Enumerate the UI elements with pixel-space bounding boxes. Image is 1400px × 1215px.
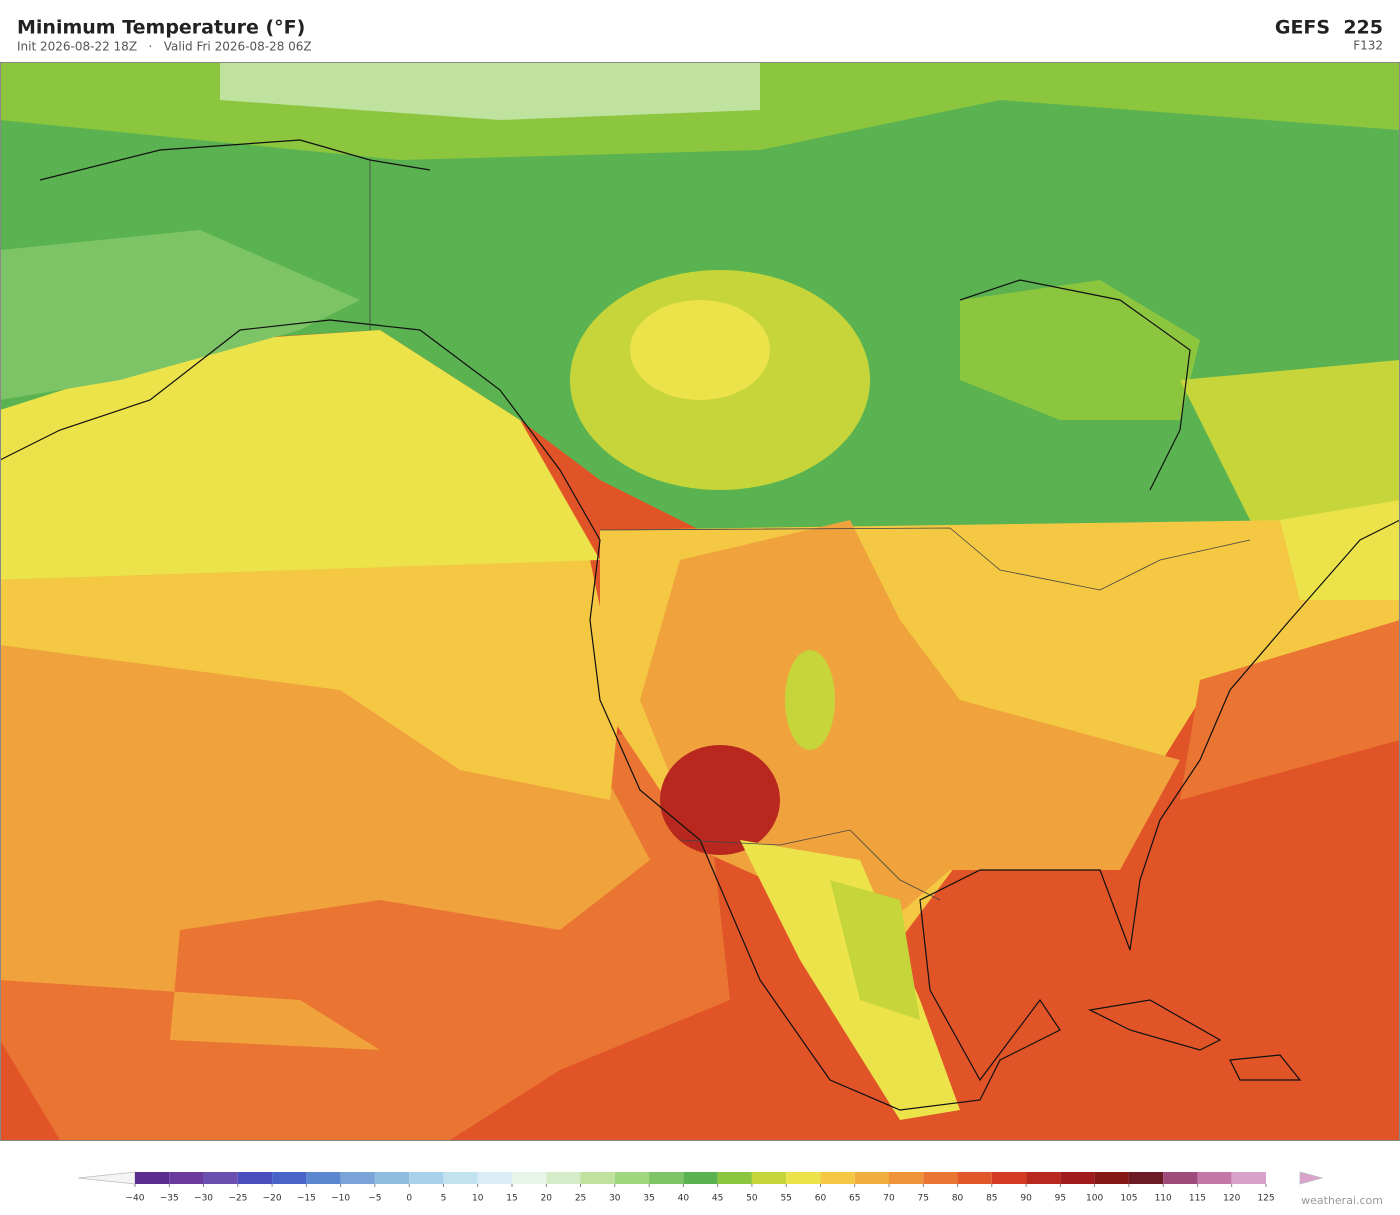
colorbar-swatch [340,1172,375,1184]
colorbar-tick-label: 60 [815,1194,827,1204]
field [0,560,620,800]
colorbar-tick-label: 10 [472,1194,484,1204]
colorbar-tick-label: 100 [1086,1194,1103,1204]
colorbar-swatch [546,1172,581,1184]
credit: weatherai.com [1301,1194,1383,1207]
colorbar-extend-high [1299,1171,1324,1185]
field [630,300,770,400]
borders [369,160,1251,901]
colorbar-swatch [1197,1172,1232,1184]
colorbar-tick-label: 40 [678,1194,690,1204]
colorbar-tick-label: 20 [541,1194,553,1204]
colorbar-tick-label: 105 [1120,1194,1137,1204]
field [785,650,835,750]
colorbar-tick-label: 90 [1020,1194,1032,1204]
colorbar-swatch [409,1172,444,1184]
field [640,520,1180,930]
colorbar-swatch [923,1172,958,1184]
colorbar-swatch [751,1172,787,1184]
field [660,745,780,855]
model: GEFS 225 [1275,17,1383,39]
colorbar-swatch [135,1172,170,1184]
colorbar-tick-label: 15 [506,1194,517,1204]
colorbar-tick-label: 35 [643,1194,654,1204]
colorbar-swatch [477,1172,512,1184]
field [220,62,760,120]
colorbar-swatch [580,1172,615,1184]
colorbar-tick-label: 25 [575,1194,586,1204]
colorbar-tick-label: −35 [160,1194,179,1204]
field [740,840,960,1120]
colorbar-swatch [957,1172,992,1184]
colorbar-tick-label: 50 [746,1194,758,1204]
colorbar-tick-label: 65 [849,1194,860,1204]
subtitle: Init 2026-08-22 18Z · Valid Fri 2026-08-… [17,40,312,54]
colorbar-tick-label: 75 [918,1194,929,1204]
colorbar-swatch [1094,1172,1129,1184]
colorbar-tick-label: 5 [441,1194,447,1204]
colorbar-tick-label: −20 [263,1194,282,1204]
colorbar-swatch [1128,1172,1164,1184]
colorbar-swatch [614,1172,650,1184]
colorbar-swatch [889,1172,924,1184]
colorbar-tick-label: −30 [194,1194,213,1204]
title: Minimum Temperature (°F) [17,17,305,39]
coastlines [0,139,1400,1111]
forecast-hour: F132 [1353,39,1383,53]
colorbar-tick-label: −15 [297,1194,316,1204]
colorbar-swatch [443,1172,478,1184]
colorbar-swatch [169,1172,204,1184]
colorbar-swatch [272,1172,307,1184]
colorbar-swatch [306,1172,341,1184]
map [0,62,1400,1141]
colorbar-tick-label: 85 [986,1194,997,1204]
field [0,330,600,580]
colorbar-swatch [1026,1172,1061,1184]
colorbar-swatch [1060,1172,1095,1184]
colorbar-tick-label: −10 [331,1194,350,1204]
colorbar-swatch [717,1172,752,1184]
colorbar-swatch [374,1172,410,1184]
colorbar-swatch [512,1172,547,1184]
colorbar-tick-label: 110 [1155,1194,1172,1204]
colorbar-swatch [991,1172,1027,1184]
colorbar-extend-low [77,1171,136,1185]
colorbar-swatch [1163,1172,1198,1184]
colorbar-swatch [820,1172,855,1184]
colorbar-tick-label: 45 [712,1194,723,1204]
colorbar-tick-label: 0 [406,1194,412,1204]
colorbar-swatch [649,1172,684,1184]
colorbar-tick-label: 115 [1189,1194,1206,1204]
field [0,230,360,400]
colorbar-swatch [1231,1172,1266,1184]
colorbar-swatch [683,1172,718,1184]
colorbar-tick-label: −40 [126,1194,145,1204]
colorbar-swatch [237,1172,273,1184]
colorbar-tick-label: 80 [952,1194,964,1204]
colorbar-tick-label: 55 [780,1194,791,1204]
field [830,880,920,1020]
field [1280,500,1400,600]
colorbar-swatch [854,1172,889,1184]
colorbar-tick-label: −25 [228,1194,247,1204]
field [1180,620,1400,800]
colorbar: −40 −35 −30 −25 −20 −15 −10 −5 0 5 10 15 20 25 30 35 40 4… [77,1171,1324,1204]
colorbar-tick-label: 120 [1223,1194,1240,1204]
colorbar-tick-label: 125 [1257,1194,1274,1204]
colorbar-swatch [786,1172,821,1184]
colorbar-tick-label: 70 [883,1194,895,1204]
colorbar-tick-label: 95 [1055,1194,1066,1204]
colorbar-tick-label: 30 [609,1194,621,1204]
colorbar-tick-label: −5 [368,1194,381,1204]
colorbar-swatch [203,1172,238,1184]
